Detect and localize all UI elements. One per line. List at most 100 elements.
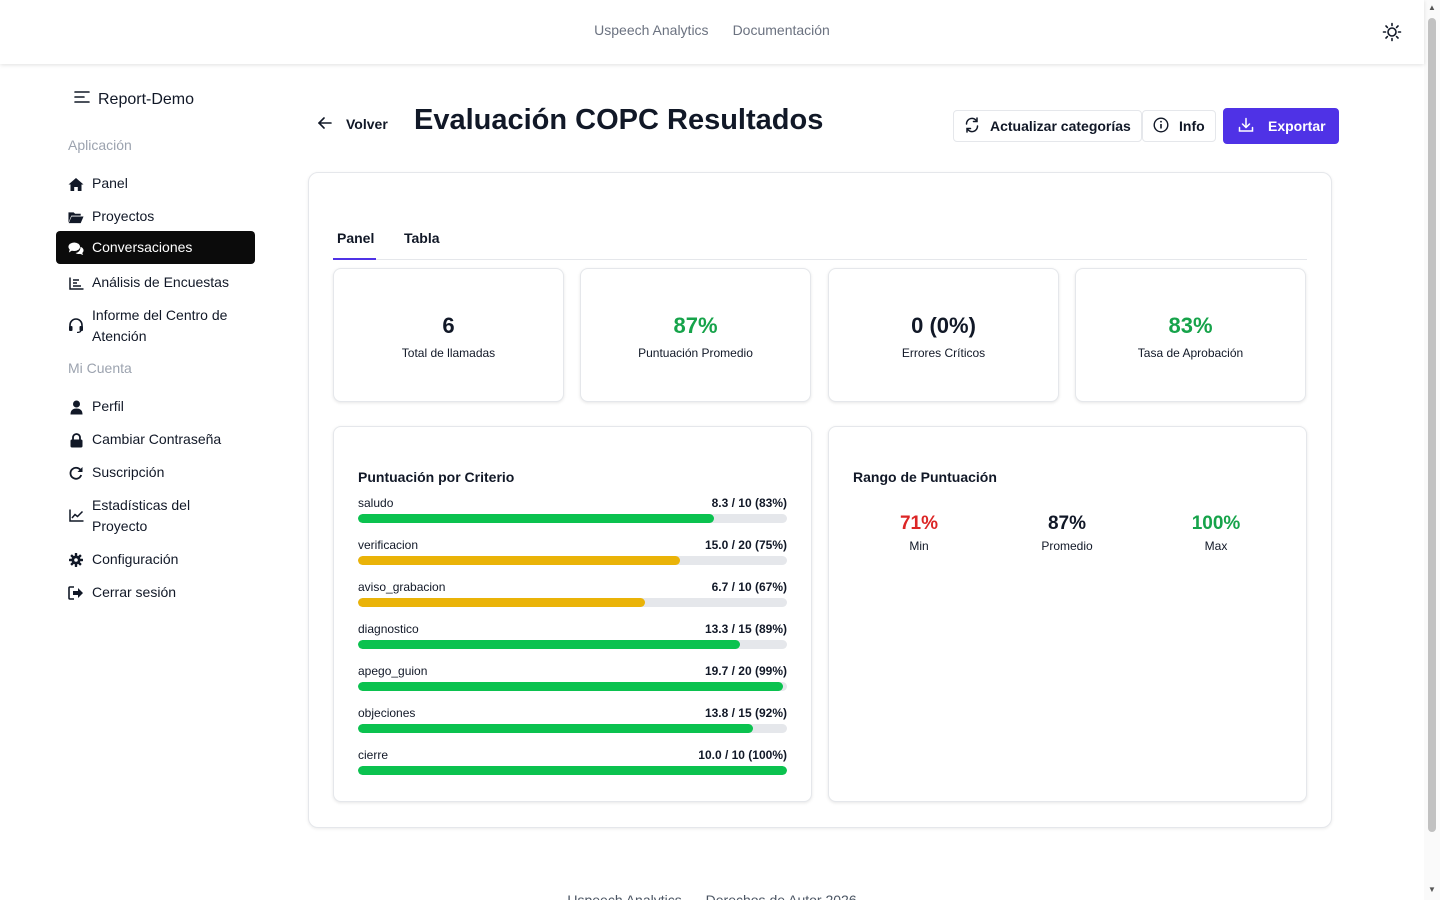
info-button[interactable]: Info xyxy=(1142,110,1216,142)
scroll-down-arrow-icon[interactable]: ▼ xyxy=(1428,885,1436,894)
logout-icon xyxy=(68,585,84,601)
stat-label: Errores Críticos xyxy=(901,346,986,360)
arrow-left-icon xyxy=(317,116,332,132)
stat-card-tasa-aprobacion: 83% Tasa de Aprobación xyxy=(1075,268,1306,402)
home-icon xyxy=(68,176,84,192)
stat-value: 0 (0%) xyxy=(911,313,976,338)
section-label-mi-cuenta: Mi Cuenta xyxy=(68,360,132,376)
criterion-name: objeciones xyxy=(358,706,416,720)
criterion-progress-fill xyxy=(358,766,787,775)
sidebar-item-label: Suscripción xyxy=(92,464,165,480)
criterion-progress-track xyxy=(358,556,787,565)
sidebar-item-cerrar-sesion[interactable]: Cerrar sesión xyxy=(56,576,255,609)
export-label: Exportar xyxy=(1268,118,1326,134)
range-panel-title: Rango de Puntuación xyxy=(853,469,997,485)
sidebar-item-label: Proyectos xyxy=(92,208,155,224)
range-max-label: Max xyxy=(1204,539,1228,553)
tab-tabla[interactable]: Tabla xyxy=(404,230,440,246)
sidebar-brand[interactable]: Report-Demo xyxy=(74,90,194,109)
gear-icon xyxy=(68,552,84,568)
top-nav-link-documentacion[interactable]: Documentación xyxy=(732,22,830,38)
criteria-panel-title: Puntuación por Criterio xyxy=(358,469,515,485)
top-nav: Uspeech Analytics Documentación xyxy=(0,22,1424,38)
sidebar-item-panel[interactable]: Panel xyxy=(56,167,255,200)
user-icon xyxy=(68,399,84,415)
back-label: Volver xyxy=(346,116,388,132)
criterion-row: apego_guion 19.7 / 20 (99%) xyxy=(358,664,787,698)
criterion-progress-fill xyxy=(358,598,646,607)
criterion-row: cierre 10.0 / 10 (100%) xyxy=(358,748,787,782)
footer-brand: Uspeech Analytics xyxy=(567,892,682,900)
criterion-score: 19.7 / 20 (99%) xyxy=(704,664,787,678)
download-icon xyxy=(1238,117,1254,136)
criterion-score: 13.3 / 15 (89%) xyxy=(704,622,787,636)
chart-list-icon xyxy=(68,275,84,291)
sidebar-item-analisis-encuestas[interactable]: Análisis de Encuestas xyxy=(56,266,255,299)
criterion-progress-fill xyxy=(358,640,740,649)
section-label-aplicacion: Aplicación xyxy=(68,137,132,153)
top-bar: Uspeech Analytics Documentación xyxy=(0,0,1424,64)
criterion-progress-fill xyxy=(358,556,680,565)
range-average-value: 87% xyxy=(1047,513,1087,534)
criterion-name: verificacion xyxy=(358,538,419,552)
sidebar-item-cambiar-contrasena[interactable]: Cambiar Contraseña xyxy=(56,423,255,456)
scrollbar-thumb[interactable] xyxy=(1428,18,1436,832)
stat-value: 83% xyxy=(1168,313,1213,338)
back-button[interactable]: Volver xyxy=(317,116,388,132)
criterion-progress-fill xyxy=(358,724,753,733)
sidebar-item-label: Perfil xyxy=(92,398,124,414)
range-min-label: Min xyxy=(909,539,929,553)
lock-icon xyxy=(68,432,84,448)
sidebar-item-perfil[interactable]: Perfil xyxy=(56,390,255,423)
score-range-panel: Rango de Puntuación 71% Min 87% Promedio… xyxy=(828,426,1307,802)
criterion-score: 6.7 / 10 (67%) xyxy=(711,580,787,594)
criterion-row: saludo 8.3 / 10 (83%) xyxy=(358,496,787,530)
sidebar-item-informe-centro-atencion[interactable]: Informe del Centro de Atención xyxy=(56,299,255,353)
criteria-score-panel: Puntuación por Criterio saludo 8.3 / 10 (… xyxy=(333,426,812,802)
info-label: Info xyxy=(1179,118,1205,134)
sidebar-item-label: Cerrar sesión xyxy=(92,584,177,600)
export-button[interactable]: Exportar xyxy=(1223,108,1339,144)
stat-card-total-llamadas: 6 Total de llamadas xyxy=(333,268,564,402)
criterion-name: diagnostico xyxy=(358,622,419,636)
tab-bar: Panel Tabla xyxy=(333,230,1307,260)
sidebar-item-conversaciones[interactable]: Conversaciones xyxy=(56,231,255,264)
criterion-progress-fill xyxy=(358,514,715,523)
scroll-up-arrow-icon[interactable]: ▲ xyxy=(1428,3,1436,12)
refresh-categories-label: Actualizar categorías xyxy=(990,118,1131,134)
tab-panel[interactable]: Panel xyxy=(333,230,376,260)
criterion-progress-track xyxy=(358,682,787,691)
info-icon xyxy=(1153,116,1169,136)
sidebar-item-proyectos[interactable]: Proyectos xyxy=(56,200,255,233)
sidebar-item-label: Cambiar Contraseña xyxy=(92,431,222,447)
footer: Uspeech Analytics Derechos de Autor 2026 xyxy=(0,892,1424,900)
range-average: 87% Promedio xyxy=(1007,513,1127,553)
top-nav-link-uspeech-analytics[interactable]: Uspeech Analytics xyxy=(594,22,709,38)
page-scrollbar[interactable]: ▲ ▼ xyxy=(1424,0,1440,900)
range-average-label: Promedio xyxy=(1041,539,1093,553)
line-chart-icon xyxy=(68,507,84,523)
stat-value: 87% xyxy=(673,313,718,338)
sidebar-item-label: Configuración xyxy=(92,551,179,567)
headset-icon xyxy=(68,317,84,333)
stat-label: Puntuación Promedio xyxy=(638,346,753,360)
sidebar-item-configuracion[interactable]: Configuración xyxy=(56,543,255,576)
stat-card-errores-criticos: 0 (0%) Errores Críticos xyxy=(828,268,1059,402)
range-min-value: 71% xyxy=(899,513,939,534)
refresh-icon xyxy=(68,465,84,481)
sidebar-item-label: Análisis de Encuestas xyxy=(92,274,229,290)
theme-toggle-sun-icon[interactable] xyxy=(1382,22,1402,42)
sidebar-item-estadisticas-proyecto[interactable]: Estadísticas del Proyecto xyxy=(56,489,255,543)
sidebar-item-label: Panel xyxy=(92,175,128,191)
criterion-progress-track xyxy=(358,724,787,733)
criterion-score: 15.0 / 20 (75%) xyxy=(704,538,787,552)
criterion-row: aviso_grabacion 6.7 / 10 (67%) xyxy=(358,580,787,614)
sidebar-item-label: Conversaciones xyxy=(92,239,193,255)
page-title: Evaluación COPC Resultados xyxy=(414,104,824,136)
criterion-name: cierre xyxy=(358,748,389,762)
stat-card-puntuacion-promedio: 87% Puntuación Promedio xyxy=(580,268,811,402)
menu-lines-icon[interactable] xyxy=(74,90,90,109)
refresh-categories-button[interactable]: Actualizar categorías xyxy=(953,110,1142,142)
sidebar-item-suscripcion[interactable]: Suscripción xyxy=(56,456,255,489)
criterion-name: saludo xyxy=(358,496,394,510)
